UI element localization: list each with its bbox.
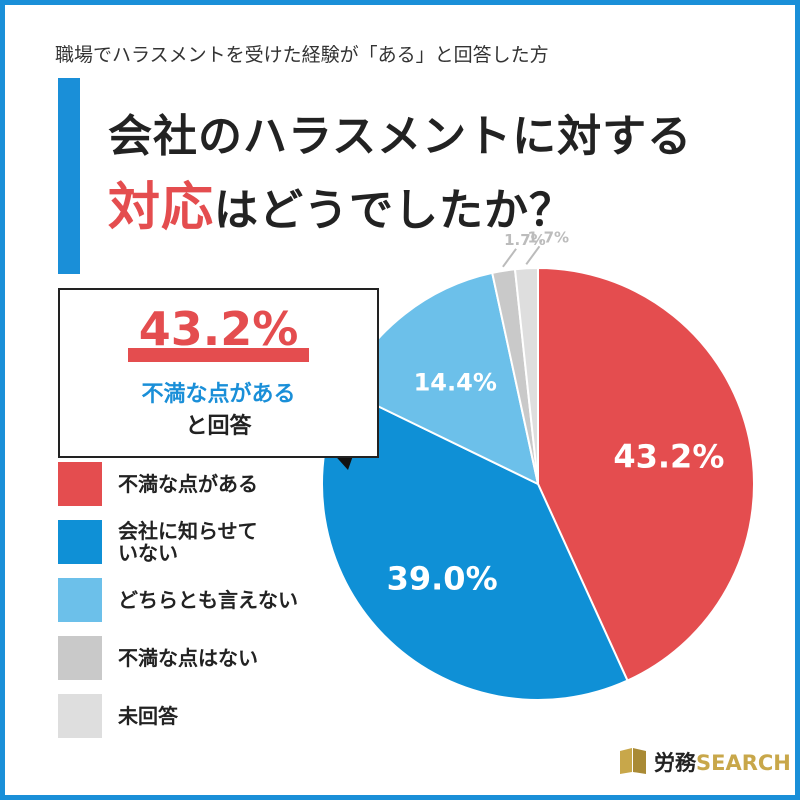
legend-label-line: 不満な点はない bbox=[118, 646, 258, 670]
pie-value-label-3: 14.4% bbox=[414, 369, 497, 397]
legend-item: 不満な点はない bbox=[58, 636, 378, 680]
legend-item: 会社に知らせて いない bbox=[58, 520, 378, 564]
pie-leader-line-5 bbox=[525, 245, 541, 265]
legend-label: 会社に知らせて いない bbox=[118, 520, 258, 564]
legend-label-line: 未回答 bbox=[118, 704, 178, 728]
pie-slice-1 bbox=[537, 266, 755, 682]
pie-value-label-5: 1.7% bbox=[527, 228, 569, 246]
page-title-line1: 会社のハラスメントに対する bbox=[108, 111, 693, 162]
legend-label-line: どちらとも言えない bbox=[118, 588, 298, 612]
legend-label: 未回答 bbox=[118, 705, 178, 727]
title-accent-bar bbox=[58, 78, 80, 274]
pie-leader-line-4 bbox=[502, 248, 517, 268]
pie-value-labels: 43.2% 39.0% 14.4% 1.7%1.7% bbox=[387, 228, 725, 597]
legend-item: 未回答 bbox=[58, 694, 378, 738]
pie-leader-lines bbox=[502, 245, 541, 268]
logo-text-jp: 労務 bbox=[654, 751, 696, 775]
page-title-line2-rest: はどうでしたか？ bbox=[214, 185, 575, 236]
callout-box: 43.2% 不満な点がある と回答 bbox=[58, 288, 379, 458]
pie-value-label-1: 43.2% bbox=[613, 438, 724, 476]
page-title-line2: 対応はどうでしたか？ bbox=[108, 165, 574, 240]
book-logo-icon bbox=[620, 748, 646, 774]
legend-swatch bbox=[58, 462, 102, 506]
legend-item: 不満な点がある bbox=[58, 462, 378, 506]
pie-slice-2 bbox=[321, 388, 629, 701]
legend-label-line: 会社に知らせて bbox=[118, 519, 258, 543]
callout-highlight bbox=[128, 348, 309, 362]
pie-value-label-2: 39.0% bbox=[387, 559, 498, 597]
legend-swatch bbox=[58, 578, 102, 622]
legend-label: どちらとも言えない bbox=[118, 589, 298, 611]
legend-label: 不満な点がある bbox=[118, 473, 258, 495]
callout-percentage: 43.2% bbox=[138, 302, 299, 356]
legend-item: どちらとも言えない bbox=[58, 578, 378, 622]
pie-slice-5 bbox=[513, 266, 539, 485]
logo-wordmark: 労務SEARCH bbox=[654, 747, 791, 777]
callout-suffix: と回答 bbox=[185, 414, 252, 439]
legend-label-line: いない bbox=[118, 541, 178, 565]
page-subtitle: 職場でハラスメントを受けた経験が「ある」と回答した方 bbox=[55, 44, 549, 66]
logo-text-en: SEARCH bbox=[696, 751, 791, 775]
brand-logo: 労務SEARCH bbox=[618, 745, 791, 775]
legend-label: 不満な点はない bbox=[118, 647, 258, 669]
callout-category: 不満な点がある bbox=[141, 382, 296, 407]
pie-slices bbox=[321, 266, 755, 701]
legend-swatch bbox=[58, 636, 102, 680]
legend-swatch bbox=[58, 694, 102, 738]
pie-value-label-4: 1.7% bbox=[504, 231, 546, 249]
page-title-accent: 対応 bbox=[108, 178, 215, 238]
legend-label-line: 不満な点がある bbox=[118, 472, 258, 496]
legend-swatch bbox=[58, 520, 102, 564]
